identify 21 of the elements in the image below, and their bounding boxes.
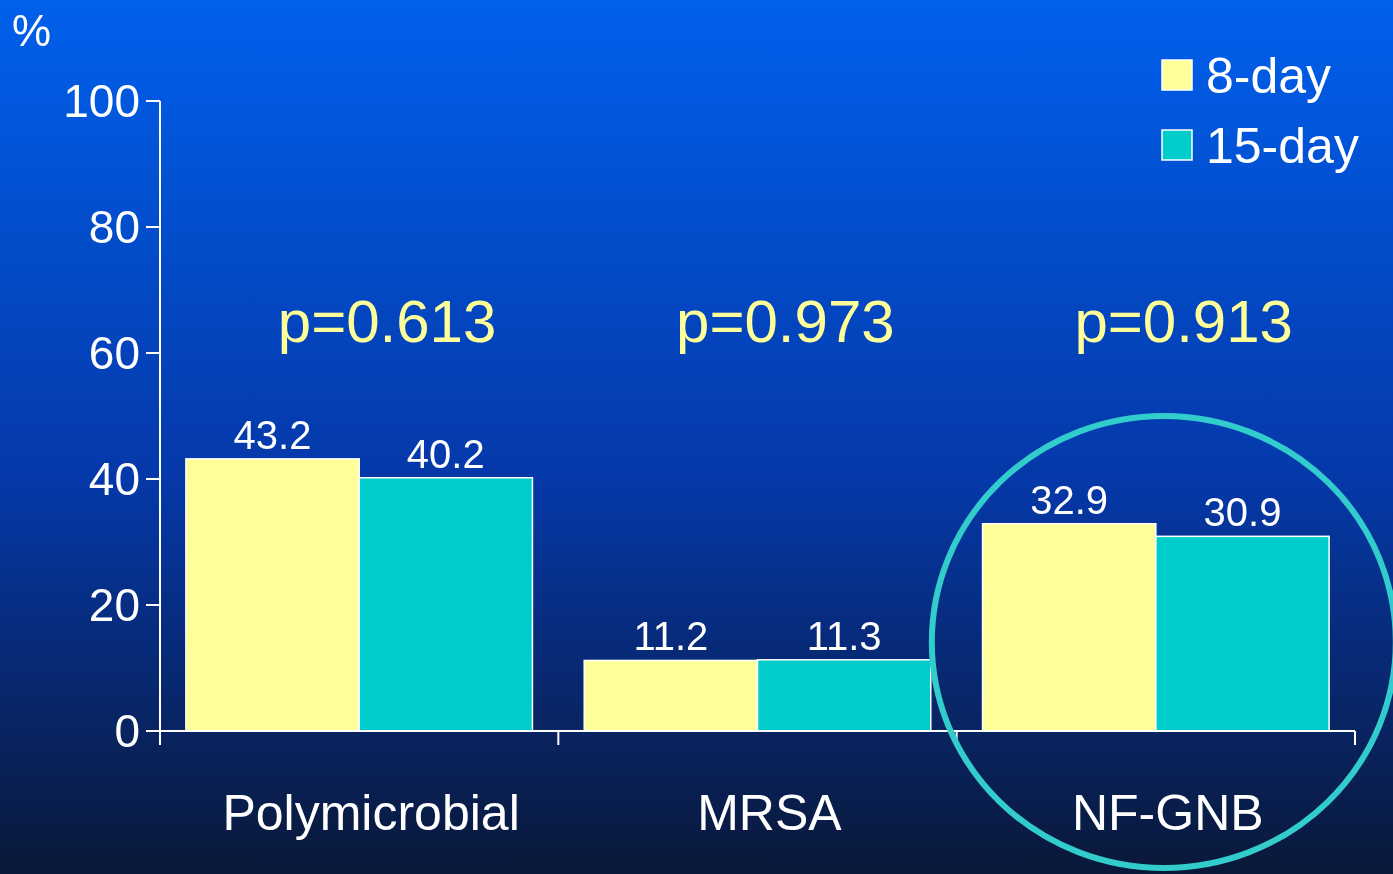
y-tick-label: 20	[88, 579, 140, 632]
x-tick-label: Polymicrobial	[222, 785, 520, 841]
data-label: 11.2	[633, 614, 709, 659]
annotation: p=0.973	[676, 288, 895, 355]
data-label: 43.2	[233, 412, 312, 457]
y-tick-label: 60	[88, 327, 140, 380]
data-label: 32.9	[1030, 477, 1109, 522]
y-tick-label: 100	[63, 75, 140, 128]
annotation: p=0.613	[277, 288, 497, 355]
data-label: 11.3	[806, 613, 882, 658]
legend-label: 8-day	[1206, 47, 1332, 104]
y-tick-label: 40	[88, 453, 140, 506]
y-tick-label: 0	[114, 705, 140, 758]
x-tick-label: NF-GNB	[1071, 785, 1264, 841]
x-tick-label: MRSA	[697, 785, 843, 841]
data-label: 30.9	[1203, 490, 1282, 535]
annotation: p=0.913	[1074, 288, 1293, 355]
y-axis-title: %	[12, 6, 52, 55]
data-label: 40.2	[406, 431, 485, 476]
y-tick-label: 80	[88, 201, 140, 254]
legend-label: 15-day	[1206, 117, 1359, 174]
